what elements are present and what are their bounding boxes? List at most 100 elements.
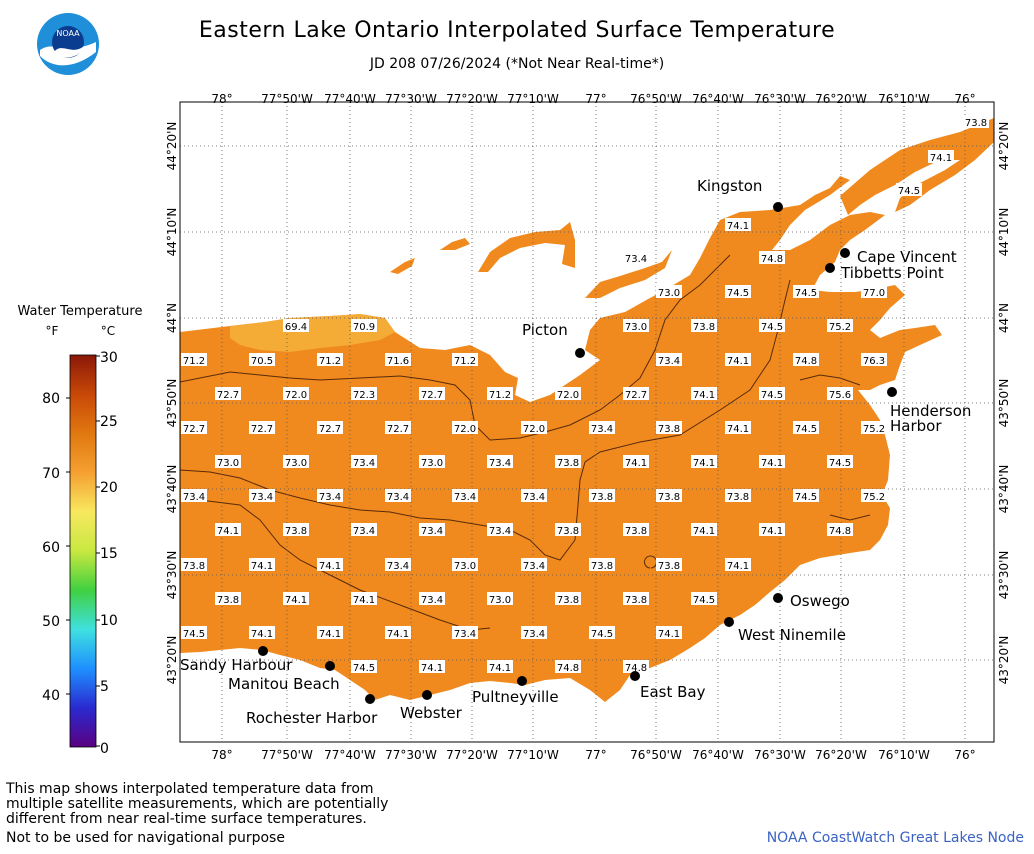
svg-text:73.0: 73.0 bbox=[454, 561, 476, 572]
page-title: Eastern Lake Ontario Interpolated Surfac… bbox=[198, 18, 836, 43]
lon-label: 76°20'W bbox=[815, 92, 867, 106]
temperature-value: 72.7 bbox=[249, 421, 275, 435]
lon-label: 76° bbox=[954, 748, 975, 762]
color-scale-bar bbox=[69, 354, 97, 748]
legend-unit-f: °F bbox=[46, 324, 59, 338]
legend-title: Water Temperature bbox=[18, 304, 143, 319]
lat-label: 44°20'N bbox=[165, 122, 179, 171]
svg-text:73.8: 73.8 bbox=[625, 526, 647, 537]
svg-text:73.4: 73.4 bbox=[421, 595, 443, 606]
lon-label: 77°20'W bbox=[446, 748, 498, 762]
lat-label: 44°20'N bbox=[997, 122, 1011, 171]
svg-text:73.4: 73.4 bbox=[387, 492, 409, 503]
svg-text:73.8: 73.8 bbox=[557, 458, 579, 469]
svg-text:74.1: 74.1 bbox=[727, 221, 749, 232]
temperature-value: 72.7 bbox=[385, 421, 411, 435]
temperature-value: 73.4 bbox=[521, 558, 547, 572]
lat-label: 43°20'N bbox=[165, 636, 179, 685]
temperature-value: 73.4 bbox=[521, 489, 547, 503]
svg-text:74.1: 74.1 bbox=[285, 595, 307, 606]
place-label: Pultneyville bbox=[472, 688, 559, 706]
temperature-value: 73.8 bbox=[963, 115, 989, 129]
legend-c-tick: 25 bbox=[100, 414, 118, 430]
temperature-value: 71.2 bbox=[452, 353, 478, 367]
svg-text:73.8: 73.8 bbox=[285, 526, 307, 537]
svg-text:74.5: 74.5 bbox=[693, 595, 715, 606]
temperature-value: 72.0 bbox=[283, 387, 309, 401]
temperature-value: 72.0 bbox=[555, 387, 581, 401]
lat-label: 43°50'N bbox=[165, 379, 179, 428]
temperature-value: 72.7 bbox=[317, 421, 343, 435]
svg-text:74.5: 74.5 bbox=[591, 629, 613, 640]
temperature-value: 73.4 bbox=[181, 489, 207, 503]
temperature-value: 73.0 bbox=[283, 455, 309, 469]
disclaimer-note: This map shows interpolated temperature … bbox=[6, 782, 388, 827]
temperature-value: 74.1 bbox=[487, 660, 513, 674]
temperature-value: 74.1 bbox=[691, 387, 717, 401]
temperature-value: 73.4 bbox=[589, 421, 615, 435]
svg-text:73.4: 73.4 bbox=[523, 561, 545, 572]
temperature-value: 74.5 bbox=[793, 285, 819, 299]
lon-label: 78° bbox=[211, 92, 232, 106]
svg-text:77.0: 77.0 bbox=[863, 288, 885, 299]
temperature-value: 74.1 bbox=[725, 353, 751, 367]
temperature-value: 76.3 bbox=[861, 353, 887, 367]
temperature-value: 73.8 bbox=[656, 558, 682, 572]
place-marker bbox=[365, 694, 375, 704]
place-marker bbox=[773, 593, 783, 603]
lon-label: 77°30'W bbox=[385, 748, 437, 762]
svg-text:70.9: 70.9 bbox=[353, 322, 375, 333]
svg-text:71.6: 71.6 bbox=[387, 356, 409, 367]
svg-text:73.8: 73.8 bbox=[183, 561, 205, 572]
lat-labels-left: 44°20'N 44°10'N 44°N 43°50'N 43°40'N 43°… bbox=[165, 122, 179, 685]
temperature-value: 74.1 bbox=[317, 558, 343, 572]
temperature-value: 74.1 bbox=[351, 592, 377, 606]
svg-text:75.6: 75.6 bbox=[829, 390, 851, 401]
temperature-value: 74.1 bbox=[759, 455, 785, 469]
temperature-value: 74.5 bbox=[793, 421, 819, 435]
place-marker bbox=[258, 646, 268, 656]
svg-text:73.4: 73.4 bbox=[591, 424, 613, 435]
temperature-value: 73.8 bbox=[283, 523, 309, 537]
place-label: Henderson bbox=[890, 402, 971, 420]
svg-text:74.1: 74.1 bbox=[319, 561, 341, 572]
temperature-value: 73.0 bbox=[656, 285, 682, 299]
legend-f-tick: 80 bbox=[42, 391, 60, 407]
lon-label: 77°40'W bbox=[324, 748, 376, 762]
svg-text:73.0: 73.0 bbox=[658, 288, 680, 299]
temperature-value: 73.0 bbox=[623, 319, 649, 333]
temperature-value: 73.0 bbox=[215, 455, 241, 469]
credit-link[interactable]: NOAA CoastWatch Great Lakes Node bbox=[766, 830, 1024, 846]
temperature-value: 73.4 bbox=[452, 626, 478, 640]
svg-text:74.8: 74.8 bbox=[625, 663, 647, 674]
temperature-value: 70.5 bbox=[249, 353, 275, 367]
svg-text:74.1: 74.1 bbox=[727, 356, 749, 367]
temperature-value: 74.1 bbox=[623, 455, 649, 469]
svg-text:73.8: 73.8 bbox=[591, 492, 613, 503]
lon-label: 77° bbox=[585, 748, 606, 762]
svg-text:74.1: 74.1 bbox=[489, 663, 511, 674]
place-label: Picton bbox=[522, 321, 568, 339]
lat-label: 44°10'N bbox=[997, 208, 1011, 257]
temperature-value: 73.4 bbox=[487, 455, 513, 469]
temperature-value: 73.8 bbox=[215, 592, 241, 606]
svg-text:73.8: 73.8 bbox=[727, 492, 749, 503]
temperature-value: 74.1 bbox=[215, 523, 241, 537]
lon-label: 76°50'W bbox=[630, 748, 682, 762]
svg-text:73.4: 73.4 bbox=[319, 492, 341, 503]
temperature-value: 74.1 bbox=[317, 626, 343, 640]
temperature-value: 73.8 bbox=[181, 558, 207, 572]
svg-text:72.0: 72.0 bbox=[523, 424, 545, 435]
temperature-value: 73.8 bbox=[589, 558, 615, 572]
lat-label: 44°10'N bbox=[165, 208, 179, 257]
svg-text:74.1: 74.1 bbox=[693, 458, 715, 469]
lon-labels-bottom: 78° 77°50'W 77°40'W 77°30'W 77°20'W 77°1… bbox=[211, 748, 975, 762]
lake-water bbox=[180, 118, 994, 702]
temperature-value: 72.7 bbox=[623, 387, 649, 401]
svg-text:74.1: 74.1 bbox=[658, 629, 680, 640]
temperature-value: 73.4 bbox=[351, 523, 377, 537]
svg-text:73.8: 73.8 bbox=[658, 424, 680, 435]
svg-text:72.0: 72.0 bbox=[454, 424, 476, 435]
svg-text:73.8: 73.8 bbox=[217, 595, 239, 606]
